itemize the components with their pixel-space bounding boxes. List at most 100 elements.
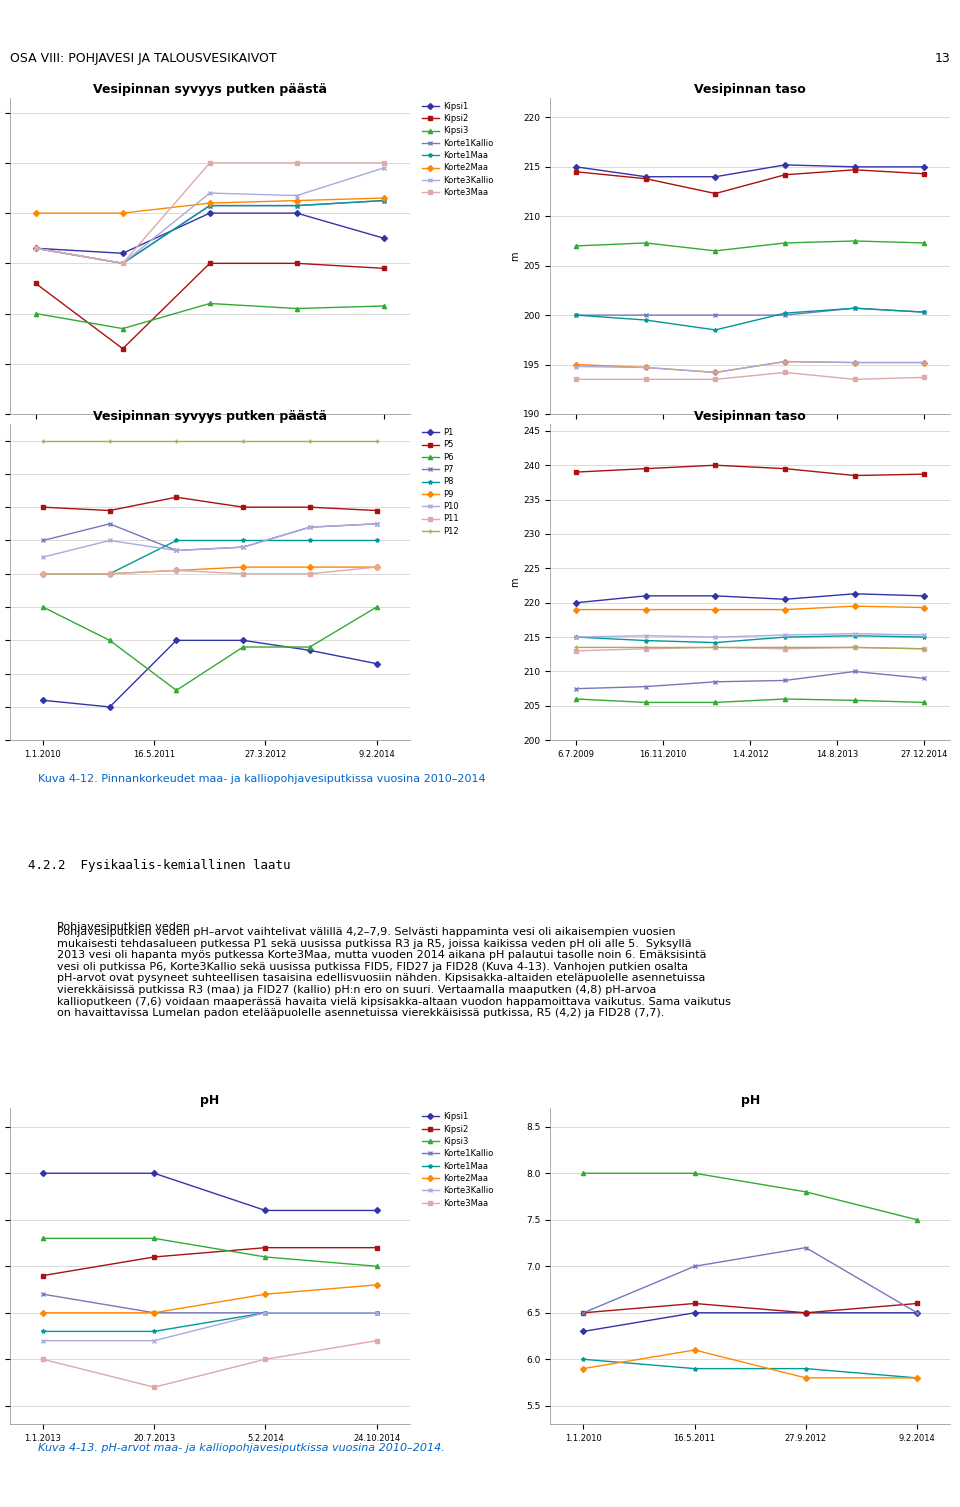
Korte1Kallio [117, 255, 129, 273]
Kipsi2 [640, 170, 652, 188]
P11 [237, 565, 249, 583]
Line: P11: P11 [574, 645, 926, 653]
Kipsi2 [204, 255, 216, 273]
P6 [919, 693, 930, 711]
P1 [849, 585, 860, 603]
Korte1Maa [378, 191, 390, 209]
Legend: P1, P5, P6, P7, P8, P9, P10, P11, P12: P1, P5, P6, P7, P8, P9, P10, P11, P12 [422, 428, 459, 536]
P12 [371, 431, 382, 449]
Line: P7: P7 [41, 521, 378, 553]
Korte3Kallio [709, 363, 721, 381]
P5 [911, 1295, 923, 1313]
Line: P6: P6 [582, 1171, 919, 1222]
Korte1Maa [37, 1322, 49, 1340]
Kipsi3 [149, 1230, 160, 1248]
Korte3Maa [640, 371, 652, 389]
Text: Kuva 4-13. pH-arvot maa- ja kalliopohjavesiputkissa vuosina 2010–2014.: Kuva 4-13. pH-arvot maa- ja kalliopohjav… [37, 1444, 444, 1453]
P8 [304, 532, 316, 550]
Korte2Maa [37, 1304, 49, 1322]
Line: P8: P8 [574, 633, 926, 645]
Korte3Kallio [30, 240, 41, 258]
Kipsi3 [204, 294, 216, 312]
Line: Korte1Maa: Korte1Maa [574, 306, 926, 332]
P6 [780, 690, 791, 708]
Korte1Kallio [291, 196, 302, 214]
P11 [640, 640, 652, 659]
Korte2Maa [117, 203, 129, 222]
Line: Kipsi2: Kipsi2 [574, 167, 926, 196]
P1 [171, 631, 182, 650]
Korte2Maa [378, 188, 390, 206]
P6 [104, 631, 115, 650]
Kipsi1 [204, 203, 216, 222]
P8 [640, 631, 652, 650]
P5 [780, 460, 791, 478]
Line: P9: P9 [41, 565, 378, 576]
Korte1Kallio [30, 240, 41, 258]
P5 [578, 1304, 589, 1322]
P7 [800, 1239, 811, 1257]
Kipsi1 [378, 229, 390, 247]
Text: OSA VIII: POHJAVESI JA TALOUSVESIKAIVOT: OSA VIII: POHJAVESI JA TALOUSVESIKAIVOT [10, 53, 276, 65]
Korte1Maa [780, 304, 791, 322]
P5 [371, 502, 382, 520]
P10 [780, 625, 791, 643]
P6 [304, 637, 316, 656]
P6 [171, 681, 182, 699]
P7 [237, 538, 249, 556]
P5 [237, 499, 249, 517]
Kipsi2 [709, 184, 721, 202]
P6 [911, 1210, 923, 1228]
Korte3Maa [117, 255, 129, 273]
P5 [570, 463, 582, 481]
P7 [911, 1304, 923, 1322]
Korte2Maa [640, 359, 652, 377]
Kipsi2 [117, 339, 129, 357]
P9 [570, 601, 582, 619]
P12 [919, 640, 930, 659]
Legend: Kipsi1, Kipsi2, Kipsi3, Korte1Kallio, Korte1Maa, Korte2Maa, Korte3Kallio, Korte3: Kipsi1, Kipsi2, Kipsi3, Korte1Kallio, Ko… [422, 102, 493, 197]
P8 [800, 1359, 811, 1377]
P7 [849, 663, 860, 681]
Kipsi1 [849, 158, 860, 176]
Line: P8: P8 [41, 538, 378, 576]
Korte3Maa [37, 1350, 49, 1368]
Kipsi1 [919, 158, 930, 176]
Korte1Kallio [259, 1304, 271, 1322]
Line: P7: P7 [574, 669, 926, 690]
Kipsi2 [30, 274, 41, 292]
Kipsi3 [570, 237, 582, 255]
Korte2Maa [371, 1276, 382, 1295]
Kipsi2 [570, 163, 582, 181]
Korte1Maa [570, 306, 582, 324]
Kipsi2 [371, 1239, 382, 1257]
P8 [709, 633, 721, 651]
Korte1Kallio [149, 1304, 160, 1322]
P11 [37, 565, 49, 583]
P9 [709, 601, 721, 619]
P9 [304, 558, 316, 576]
Korte3Kallio [149, 1332, 160, 1350]
Title: Vesipinnan taso: Vesipinnan taso [694, 83, 806, 96]
Kipsi1 [30, 240, 41, 258]
P11 [304, 565, 316, 583]
P10 [919, 625, 930, 643]
P7 [780, 672, 791, 690]
Korte1Maa [640, 310, 652, 329]
P1 [689, 1304, 701, 1322]
P5 [849, 467, 860, 485]
Y-axis label: m: m [511, 252, 520, 261]
P8 [919, 628, 930, 647]
P6 [689, 1165, 701, 1183]
P6 [237, 637, 249, 656]
Line: P10: P10 [41, 521, 378, 559]
Line: P1: P1 [41, 639, 378, 708]
Line: Kipsi3: Kipsi3 [34, 301, 386, 330]
Line: P9: P9 [582, 1347, 919, 1380]
Kipsi1 [780, 155, 791, 173]
P11 [780, 640, 791, 659]
Line: P1: P1 [582, 1311, 919, 1334]
P8 [237, 532, 249, 550]
Line: Kipsi2: Kipsi2 [34, 261, 386, 351]
Korte2Maa [780, 353, 791, 371]
